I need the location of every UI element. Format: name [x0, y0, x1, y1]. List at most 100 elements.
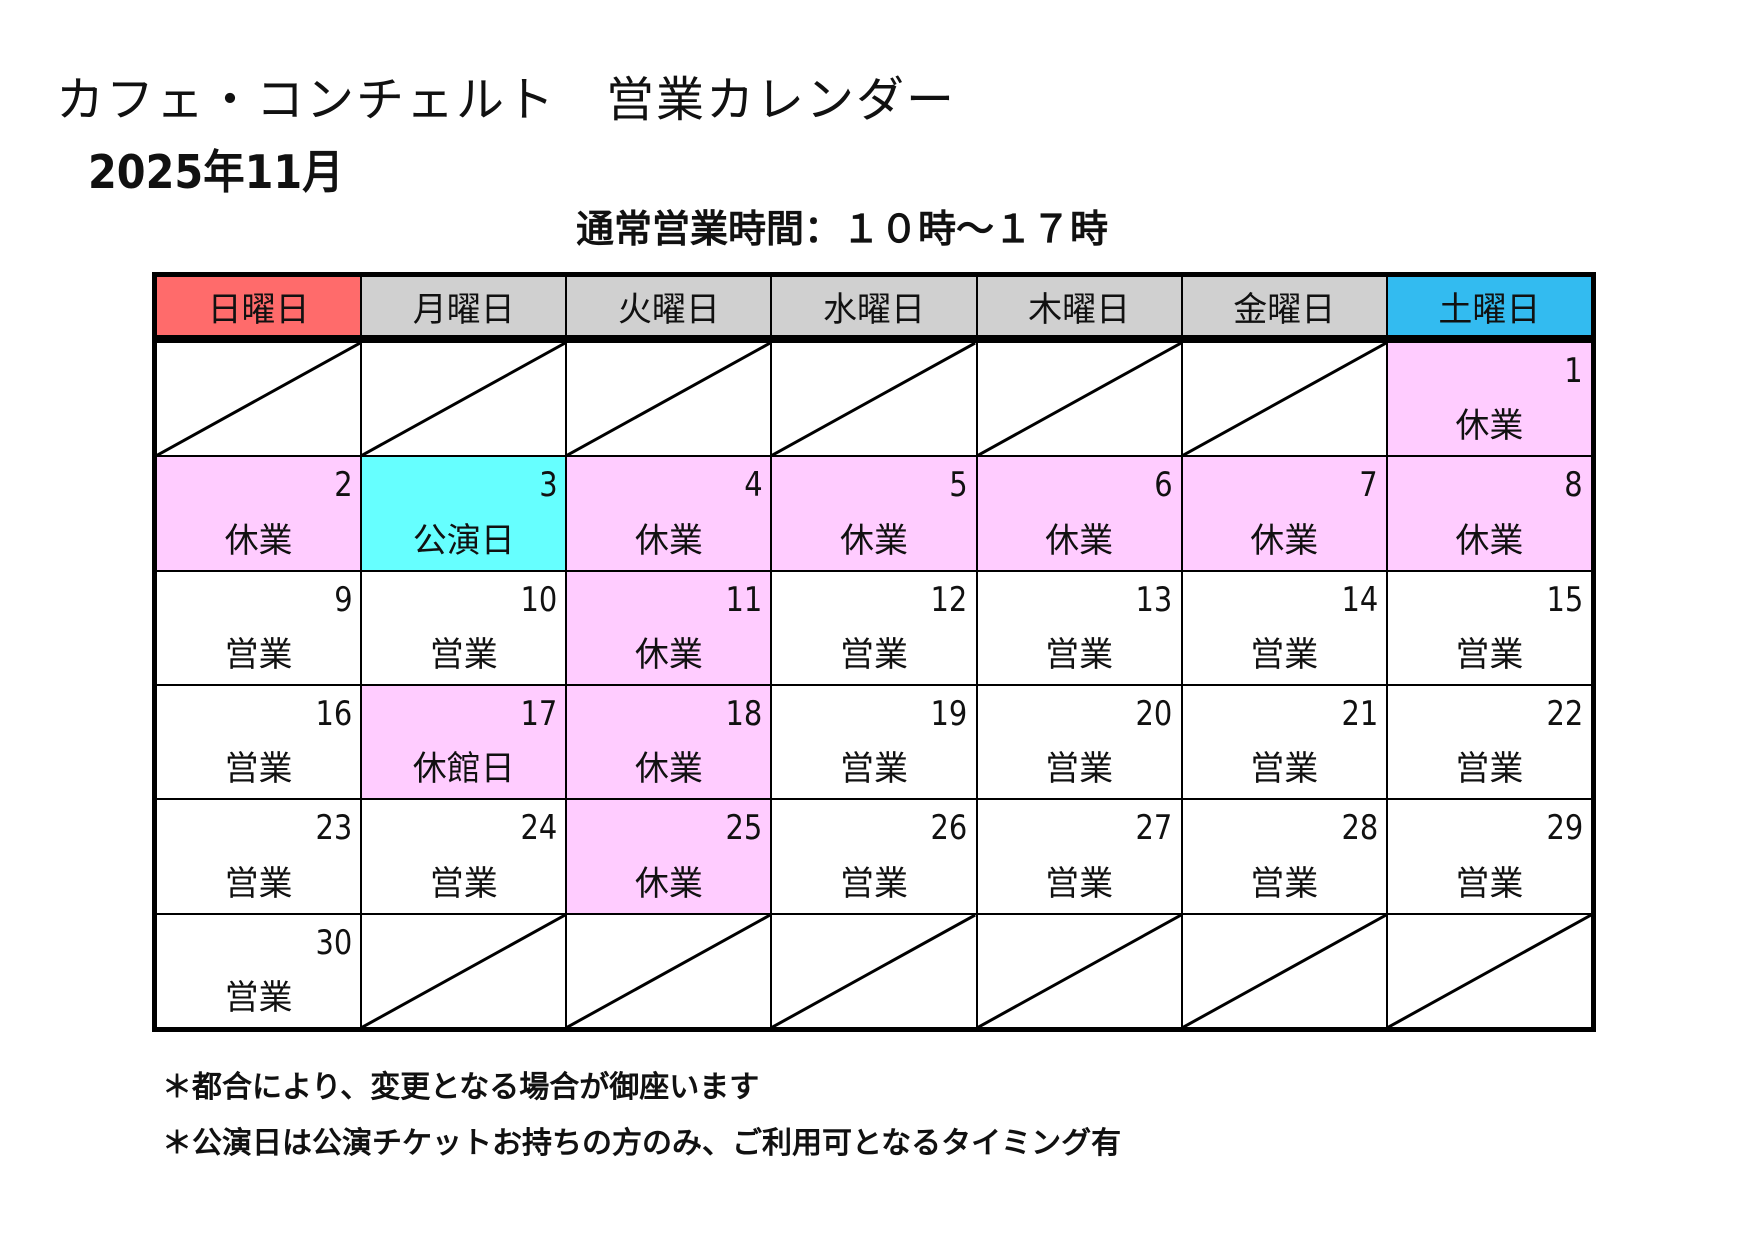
empty-day-cell — [1387, 914, 1591, 1027]
day-status: 営業 — [429, 863, 498, 904]
day-number: 6 — [1154, 465, 1173, 506]
day-status: 営業 — [1250, 863, 1319, 904]
day-status: 営業 — [1045, 635, 1114, 675]
day-number: 4 — [744, 465, 763, 506]
day-number: 28 — [1341, 808, 1378, 849]
day-cell: 10 営業 — [362, 571, 566, 684]
day-status: 営業 — [839, 749, 908, 790]
note-performance: ＊公演日は公演チケットお持ちの方のみ、ご利用可となるタイミング有 — [162, 1126, 1122, 1161]
day-status: 営業 — [224, 978, 293, 1018]
day-status: 営業 — [1250, 635, 1319, 675]
day-cell: 17 休館日 — [362, 686, 566, 799]
empty-day-cell — [1182, 343, 1386, 456]
day-cell: 15 営業 — [1387, 571, 1591, 684]
empty-day-cell — [362, 914, 566, 1027]
empty-day-cell — [977, 343, 1181, 456]
day-number: 3 — [538, 465, 558, 506]
day-cell: 3 公演日 — [362, 457, 566, 570]
weekday-header: 金曜日 — [1182, 277, 1386, 341]
day-cell: 19 営業 — [772, 686, 976, 799]
day-number: 8 — [1564, 465, 1583, 506]
empty-slash — [567, 343, 770, 455]
day-status: 休業 — [224, 520, 293, 561]
empty-slash — [1183, 915, 1386, 1027]
day-status: 休業 — [634, 520, 703, 561]
day-number: 10 — [520, 579, 558, 620]
day-number: 18 — [725, 694, 763, 734]
empty-slash — [772, 915, 975, 1027]
day-status: 営業 — [1455, 635, 1524, 675]
empty-day-cell — [567, 343, 771, 456]
day-status: 営業 — [1045, 863, 1114, 904]
weekday-header: 木曜日 — [977, 277, 1181, 341]
day-status: 営業 — [839, 635, 908, 675]
day-cell: 16 営業 — [157, 686, 361, 799]
day-cell: 7 休業 — [1182, 457, 1386, 570]
weekday-header: 月曜日 — [362, 277, 566, 341]
day-cell: 30 営業 — [157, 914, 361, 1027]
day-number: 15 — [1546, 579, 1583, 620]
day-status: 営業 — [224, 863, 293, 904]
day-number: 5 — [949, 465, 968, 506]
day-cell: 5 休業 — [772, 457, 976, 570]
empty-day-cell — [1182, 914, 1386, 1027]
empty-day-cell — [772, 343, 976, 456]
day-status: 休業 — [634, 635, 703, 675]
calendar-grid: 日曜日 月曜日 火曜日 水曜日 木曜日 金曜日 土曜日 1 休業 2 休業 3 公演日 4 休業 5 休業 6 休業… — [152, 272, 1596, 1032]
day-number: 25 — [725, 808, 763, 849]
day-number: 12 — [930, 579, 968, 620]
day-status: 休業 — [839, 520, 908, 561]
empty-slash — [1388, 915, 1591, 1027]
day-number: 17 — [520, 694, 558, 734]
day-number: 7 — [1359, 465, 1378, 506]
day-number: 9 — [333, 579, 353, 620]
weekday-header: 土曜日 — [1387, 277, 1591, 341]
day-status: 営業 — [839, 863, 908, 904]
empty-slash — [1183, 343, 1386, 455]
empty-day-cell — [772, 914, 976, 1027]
calendar-title: カフェ・コンチェルト 営業カレンダー — [56, 72, 957, 128]
day-number: 1 — [1564, 351, 1583, 391]
empty-slash — [978, 915, 1181, 1027]
notes: ＊都合により、変更となる場合が御座います ＊公演日は公演チケットお持ちの方のみ、… — [162, 1060, 1121, 1172]
day-cell: 23 営業 — [157, 800, 361, 913]
day-number: 21 — [1341, 694, 1378, 734]
weekday-header: 日曜日 — [157, 277, 361, 341]
day-status: 営業 — [1045, 749, 1114, 790]
empty-slash — [567, 915, 770, 1027]
day-cell: 25 休業 — [567, 800, 771, 913]
weekday-header: 水曜日 — [772, 277, 976, 341]
day-number: 23 — [315, 808, 353, 849]
day-cell: 9 営業 — [157, 571, 361, 684]
day-cell: 27 営業 — [977, 800, 1181, 913]
day-status: 休館日 — [412, 749, 515, 790]
day-status: 休業 — [1045, 520, 1114, 561]
day-number: 27 — [1135, 808, 1173, 849]
business-hours: 通常営業時間：１０時～１７時 — [576, 207, 1109, 251]
day-status: 営業 — [1455, 863, 1524, 904]
day-cell: 26 営業 — [772, 800, 976, 913]
empty-slash — [157, 343, 360, 455]
day-status: 営業 — [224, 749, 293, 790]
day-cell: 14 営業 — [1182, 571, 1386, 684]
day-status: 公演日 — [412, 520, 515, 561]
day-status: 休業 — [634, 749, 703, 790]
day-status: 休業 — [1250, 520, 1319, 561]
day-cell: 20 営業 — [977, 686, 1181, 799]
day-status: 営業 — [1250, 749, 1319, 790]
empty-day-cell — [157, 343, 361, 456]
day-number: 30 — [315, 922, 353, 963]
day-number: 19 — [930, 694, 968, 734]
day-cell: 29 営業 — [1387, 800, 1591, 913]
empty-slash — [362, 915, 565, 1027]
empty-day-cell — [567, 914, 771, 1027]
day-status: 営業 — [224, 635, 293, 675]
day-status: 営業 — [1455, 749, 1524, 790]
day-cell: 28 営業 — [1182, 800, 1386, 913]
day-cell: 22 営業 — [1387, 686, 1591, 799]
day-status: 休業 — [1455, 406, 1524, 447]
weekday-header: 火曜日 — [567, 277, 771, 341]
month-label: 2025年11月 — [88, 145, 344, 199]
day-cell: 24 営業 — [362, 800, 566, 913]
day-status: 営業 — [429, 635, 498, 675]
